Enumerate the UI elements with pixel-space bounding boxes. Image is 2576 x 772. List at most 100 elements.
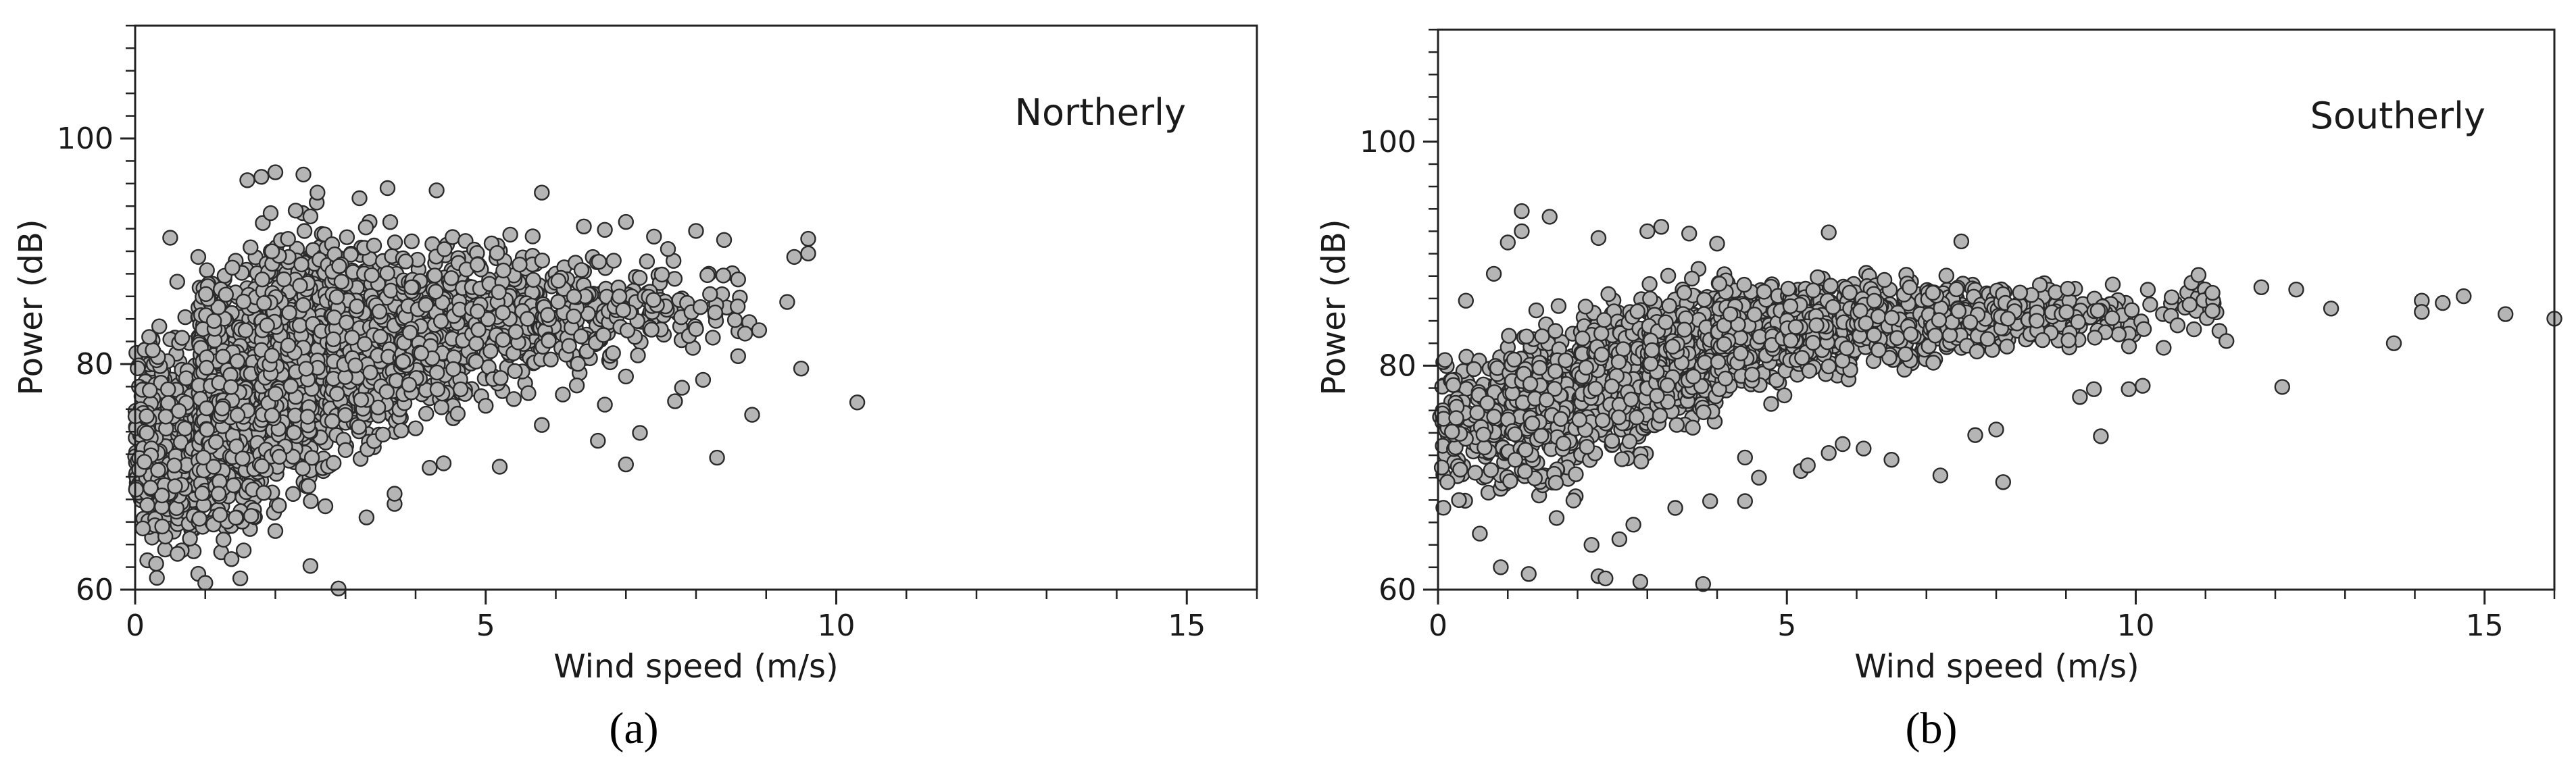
- scatter-point: [403, 279, 420, 295]
- scatter-point: [271, 448, 288, 465]
- scatter-point: [1664, 338, 1681, 355]
- scatter-point: [1931, 312, 1948, 328]
- scatter-point: [337, 407, 353, 423]
- scatter-point: [618, 368, 634, 385]
- scatter-point: [1600, 286, 1616, 303]
- scatter-point: [162, 230, 178, 246]
- scatter-point: [262, 205, 279, 222]
- scatter-point: [298, 361, 314, 377]
- scatter-point: [709, 449, 725, 466]
- scatter-point: [291, 317, 308, 334]
- scatter-point: [674, 380, 690, 396]
- scatter-point: [1744, 366, 1760, 383]
- panel-label: (a): [609, 704, 658, 753]
- scatter-point: [280, 337, 297, 354]
- scatter-point: [707, 305, 724, 321]
- scatter-point: [253, 169, 270, 185]
- scatter-point: [1593, 346, 1610, 363]
- scatter-point: [276, 271, 292, 288]
- scatter-point: [445, 361, 462, 378]
- scatter-point: [1716, 336, 1733, 353]
- scatter-point: [1578, 359, 1594, 376]
- scatter-point: [468, 353, 485, 370]
- scatter-point: [618, 456, 634, 473]
- scatter-point: [286, 424, 302, 441]
- scatter-point: [590, 432, 606, 449]
- scatter-point: [605, 253, 622, 269]
- scatter-point: [519, 311, 536, 327]
- scatter-point: [157, 409, 174, 425]
- scatter-point: [520, 385, 537, 401]
- scatter-point: [1927, 328, 1943, 344]
- scatter-point: [1623, 391, 1639, 408]
- scatter-point: [371, 303, 388, 319]
- scatter-point: [737, 326, 753, 342]
- scatter-point: [271, 497, 287, 514]
- scatter-point: [235, 542, 252, 559]
- scatter-point: [429, 364, 445, 381]
- scatter-point: [151, 318, 168, 334]
- scatter-point: [1466, 361, 1482, 378]
- scatter-point: [1661, 298, 1677, 314]
- scatter-point: [1547, 323, 1564, 339]
- scatter-point: [178, 370, 195, 386]
- scatter-point: [166, 457, 182, 473]
- scatter-point: [449, 405, 466, 422]
- scatter-point: [744, 407, 760, 423]
- scatter-point: [141, 329, 157, 345]
- scatter-point: [1801, 363, 1818, 379]
- scatter-point: [605, 345, 621, 361]
- scatter-point: [478, 398, 494, 414]
- scatter-point: [358, 509, 375, 525]
- scatter-point: [493, 370, 509, 386]
- scatter-point: [362, 364, 378, 381]
- scatter-point: [566, 308, 582, 325]
- scatter-point: [1501, 328, 1517, 344]
- scatter-point: [729, 299, 746, 315]
- scatter-point: [139, 497, 155, 513]
- scatter-point: [1629, 409, 1645, 426]
- scatter-point: [296, 223, 313, 239]
- scatter-point: [328, 289, 345, 305]
- scatter-point: [1876, 272, 1893, 288]
- scatter-point: [351, 190, 368, 207]
- scatter-point: [1733, 345, 1749, 361]
- scatter-point: [331, 258, 347, 274]
- scatter-point: [134, 520, 151, 537]
- scatter-point: [225, 477, 242, 494]
- scatter-point: [800, 245, 816, 261]
- scatter-point: [1782, 298, 1799, 314]
- y-axis-label: Power (dB): [12, 219, 50, 395]
- scatter-point: [1736, 276, 1752, 293]
- scatter-point: [1808, 317, 1825, 334]
- scatter-point: [216, 532, 232, 548]
- scatter-point: [1823, 278, 1839, 294]
- scatter-point: [495, 305, 511, 321]
- scatter-point: [387, 234, 403, 251]
- scatter-point: [1696, 292, 1712, 308]
- scatter-point: [561, 338, 577, 354]
- scatter-point: [482, 343, 499, 359]
- scatter-point: [646, 228, 662, 245]
- scatter-point: [1925, 284, 1941, 301]
- scatter-point: [1668, 417, 1685, 433]
- scatter-point: [1871, 342, 1887, 358]
- scatter-point: [1552, 411, 1569, 427]
- scatter-point: [395, 353, 412, 369]
- scatter-point: [268, 386, 284, 402]
- scatter-point: [1604, 378, 1620, 394]
- scatter-point: [507, 363, 523, 380]
- scatter-point: [1517, 463, 1533, 480]
- x-tick-label: 0: [126, 609, 145, 643]
- scatter-point: [1439, 474, 1456, 490]
- scatter-point: [139, 408, 155, 424]
- scatter-point: [470, 303, 486, 319]
- scatter-point: [505, 391, 522, 407]
- scatter-point: [418, 297, 434, 313]
- scatter-point: [1660, 267, 1677, 284]
- scatter-point: [387, 486, 403, 502]
- scatter-point: [1950, 303, 1967, 319]
- scatter-point: [208, 434, 224, 451]
- scatter-point: [570, 356, 586, 372]
- scatter-point: [280, 231, 296, 247]
